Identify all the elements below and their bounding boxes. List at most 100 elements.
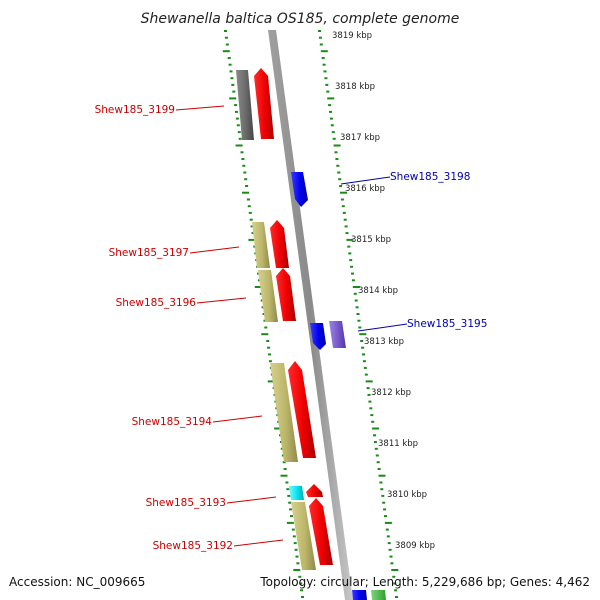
gene-leader-line (212, 415, 263, 423)
tick-mark (242, 164, 246, 167)
tick-mark (246, 198, 250, 201)
tick-mark (289, 508, 293, 511)
gene-Shew185_3197[interactable] (252, 220, 289, 268)
tick-mark (254, 286, 262, 288)
tick-mark (264, 326, 268, 329)
tick-mark (331, 131, 335, 134)
tick-mark (242, 191, 249, 194)
tick-mark (286, 488, 290, 491)
tick-mark (332, 137, 336, 140)
tick-mark (301, 596, 304, 598)
gene-block-grey (236, 70, 254, 140)
gene-Shew185_3195[interactable] (310, 321, 346, 350)
tick-mark (267, 346, 271, 349)
gene-block-khaki (270, 363, 298, 462)
tick-mark (228, 63, 232, 66)
gene-label[interactable]: Shew185_3196 (116, 297, 197, 309)
tick-mark (349, 259, 353, 262)
tick-mark (380, 488, 384, 491)
gene-Shew185_3196[interactable] (258, 268, 296, 322)
tick-mark (298, 575, 302, 578)
tick-mark (373, 434, 376, 437)
tick-mark (234, 104, 238, 107)
tick-mark (268, 360, 272, 363)
gene-label[interactable]: Shew185_3197 (109, 247, 189, 259)
kbp-scale: 3819 kbp 3818 kbp 3817 kbp 3816 kbp 3815 kbp… (332, 31, 435, 551)
tick-mark (321, 57, 325, 59)
tick-mark (379, 481, 383, 484)
tick-mark (328, 104, 332, 107)
tick-mark (291, 528, 295, 531)
tick-mark (293, 569, 301, 571)
tick-mark (388, 548, 392, 551)
genome-backbone (268, 30, 353, 600)
tick-mark (290, 515, 293, 518)
tick-mark (390, 562, 394, 565)
tick-mark (300, 589, 304, 592)
gene-label[interactable]: Shew185_3195 (407, 318, 487, 330)
tick-mark (280, 474, 288, 477)
tick-mark (338, 178, 342, 181)
tick-mark (324, 77, 328, 80)
tick-mark (356, 313, 360, 315)
tick-mark (360, 340, 364, 342)
gene-Shew185_3193[interactable] (289, 484, 323, 500)
kbp-label: 3814 kbp (358, 286, 398, 296)
tick-mark (366, 387, 370, 390)
tick-mark (292, 535, 296, 538)
tick-mark (288, 501, 292, 504)
tick-mark (374, 447, 378, 450)
right-tick-track (318, 30, 399, 598)
gene-labels: Shew185_3199 Shew185_3198 Shew185_3197 Shew… (95, 104, 488, 552)
tick-mark (381, 494, 385, 497)
gene-leader-line (226, 496, 277, 504)
tick-mark (320, 50, 328, 53)
tick-mark (340, 191, 347, 194)
tick-mark (243, 171, 247, 174)
tick-mark (358, 326, 362, 329)
tick-mark (340, 198, 344, 201)
tick-mark (370, 414, 374, 417)
tick-mark (339, 185, 343, 187)
tick-mark (342, 211, 346, 214)
tick-mark (376, 461, 380, 464)
tick-mark (323, 70, 327, 73)
tick-mark (359, 333, 367, 336)
gene-label[interactable]: Shew185_3194 (132, 416, 213, 428)
gene-partial-green (371, 590, 386, 600)
tick-mark (326, 90, 330, 93)
tick-mark (299, 582, 303, 585)
gene-Shew185_3198[interactable] (291, 172, 308, 207)
tick-mark (344, 225, 348, 228)
tick-mark (384, 521, 392, 524)
tick-mark (222, 50, 230, 53)
gene-leader-line (175, 105, 225, 111)
gene-label[interactable]: Shew185_3193 (146, 497, 226, 509)
tick-mark (343, 218, 347, 221)
tick-mark (378, 474, 386, 477)
tick-mark (357, 319, 361, 322)
gene-label[interactable]: Shew185_3198 (390, 171, 470, 183)
tick-mark (394, 589, 398, 592)
gene-Shew185_3192[interactable] (291, 498, 333, 570)
tick-mark (395, 596, 398, 598)
tick-mark (334, 151, 338, 154)
kbp-label: 3812 kbp (371, 388, 411, 398)
gene-label[interactable]: Shew185_3192 (153, 540, 233, 552)
tick-mark (393, 582, 397, 585)
gene-partial-blue (352, 590, 367, 600)
topology-text: Topology: circular; Length: 5,229,686 bp… (259, 575, 590, 589)
tick-mark (354, 299, 358, 302)
tick-mark (373, 441, 377, 443)
gene-Shew185_3199[interactable] (236, 68, 274, 140)
gene-Shew185_3194[interactable] (270, 361, 316, 462)
tick-mark (244, 178, 248, 181)
gene-label[interactable]: Shew185_3199 (95, 104, 175, 116)
gene-arrow-blue (310, 323, 326, 350)
tick-mark (336, 164, 340, 167)
tick-mark (225, 43, 229, 46)
tick-mark (363, 366, 367, 369)
gene-leader-line (357, 323, 408, 332)
kbp-label: 3815 kbp (351, 235, 391, 245)
tick-mark (249, 218, 253, 221)
